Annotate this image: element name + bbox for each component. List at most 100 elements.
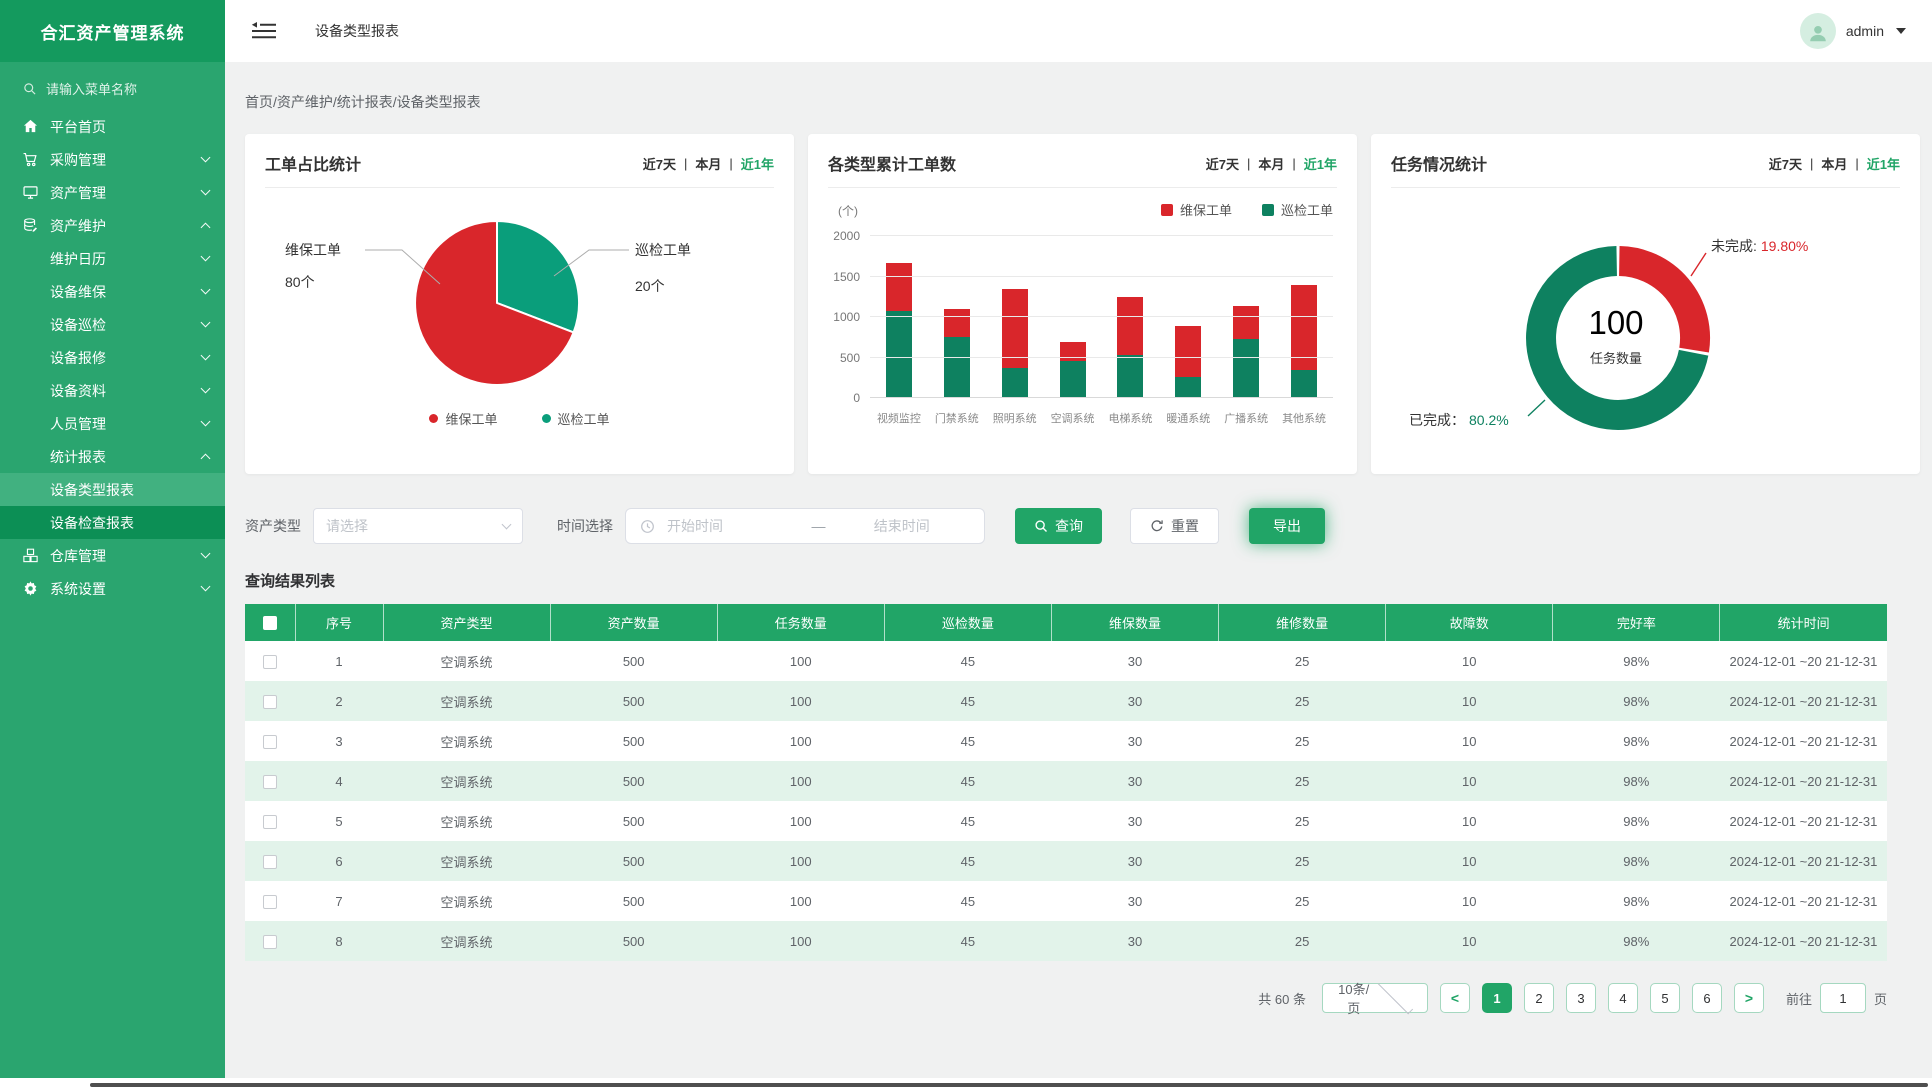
legend-item[interactable]: 维保工单 xyxy=(429,409,498,428)
legend-item[interactable]: 巡检工单 xyxy=(541,409,610,428)
sidebar-item[interactable]: 资产维护 xyxy=(0,209,225,242)
filter-separator: | xyxy=(1292,155,1296,171)
row-checkbox[interactable] xyxy=(263,814,277,829)
search-button[interactable]: 查询 xyxy=(1015,508,1102,544)
monitor-icon xyxy=(22,184,39,201)
sidebar-item[interactable]: 平台首页 xyxy=(0,110,225,143)
page-button-3[interactable]: 3 xyxy=(1565,983,1596,1013)
date-range-input[interactable]: 开始时间 — 结束时间 xyxy=(625,508,985,544)
end-date-placeholder: 结束时间 xyxy=(873,518,930,534)
row-checkbox[interactable] xyxy=(263,774,277,789)
cell: 98% xyxy=(1552,761,1720,801)
row-checkbox[interactable] xyxy=(263,854,277,869)
time-filter-group: 近7天 | 本月 | 近1年 xyxy=(1206,154,1337,173)
bar-5[interactable] xyxy=(1117,236,1144,398)
row-checkbox[interactable] xyxy=(263,734,277,749)
cell: 100 xyxy=(789,653,812,669)
bar-7[interactable] xyxy=(1233,236,1260,398)
asset-type-select[interactable]: 请选择 xyxy=(313,508,523,544)
horizontal-scrollbar xyxy=(0,1078,1932,1092)
row-checkbox[interactable] xyxy=(263,654,277,669)
page-button-5[interactable]: 5 xyxy=(1649,983,1680,1013)
sidebar-item[interactable]: 维护日历 xyxy=(0,242,225,275)
x-tick-label: 门禁系统 xyxy=(934,413,979,425)
prev-page-button[interactable]: < xyxy=(1439,983,1470,1013)
x-tick-label: 广播系统 xyxy=(1224,413,1269,425)
range-separator: — xyxy=(811,518,826,534)
cell: 45 xyxy=(884,841,1052,881)
tab-device-type-report[interactable]: 设备类型报表 xyxy=(315,23,399,39)
row-checkbox[interactable] xyxy=(263,694,277,709)
sidebar-item-label: 设备类型报表 xyxy=(50,481,134,498)
y-tick-label: 2000 xyxy=(833,229,860,243)
sidebar-item-label: 设备维保 xyxy=(50,283,106,300)
asset-type-label: 资产类型 xyxy=(245,518,301,534)
sidebar-item[interactable]: 设备维保 xyxy=(0,275,225,308)
cell: 98% xyxy=(1623,733,1650,749)
legend-item[interactable]: 维保工单 xyxy=(1160,200,1232,219)
time-filter-3[interactable]: 近1年 xyxy=(1866,156,1900,172)
page-button-4[interactable]: 4 xyxy=(1607,983,1638,1013)
cell: 25 xyxy=(1294,653,1310,669)
time-filter-1[interactable]: 近7天 xyxy=(1768,156,1802,172)
filter-separator: | xyxy=(1855,155,1859,171)
page-button-1[interactable]: 1 xyxy=(1481,983,1512,1013)
table-row: 1 空调系统 500 100 45 30 25 10 98% 2024-12-01 ~20 21-… xyxy=(245,641,1887,681)
sidebar-item[interactable]: 统计报表 xyxy=(0,440,225,473)
bar-1[interactable] xyxy=(885,236,912,398)
goto-page-input[interactable] xyxy=(1819,983,1866,1013)
sidebar-item-label: 人员管理 xyxy=(50,415,106,432)
reset-button[interactable]: 重置 xyxy=(1130,508,1219,544)
sidebar-item[interactable]: 设备报修 xyxy=(0,341,225,374)
column-header: 巡检数量 xyxy=(884,604,1052,641)
scrollbar-thumb[interactable] xyxy=(90,1083,1928,1087)
sidebar-item[interactable]: 仓库管理 xyxy=(0,539,225,572)
page-button-6[interactable]: 6 xyxy=(1691,983,1722,1013)
time-filter-3[interactable]: 近1年 xyxy=(740,156,774,172)
bar-8[interactable] xyxy=(1291,236,1318,398)
sidebar-item[interactable]: 系统设置 xyxy=(0,572,225,605)
sidebar-item[interactable]: 资产管理 xyxy=(0,176,225,209)
select-all-checkbox[interactable] xyxy=(262,616,277,631)
sidebar-item[interactable]: 设备检查报表 xyxy=(0,506,225,539)
next-page-button[interactable]: > xyxy=(1733,983,1764,1013)
sidebar-item[interactable]: 设备资料 xyxy=(0,374,225,407)
legend-label: 维保工单 xyxy=(445,412,498,427)
page-size-select[interactable]: 10条/页 xyxy=(1321,978,1428,1016)
user-menu[interactable]: admin xyxy=(1799,13,1906,49)
row-checkbox-cell xyxy=(245,681,295,721)
export-button[interactable]: 导出 xyxy=(1249,508,1325,544)
bar-6[interactable] xyxy=(1175,236,1202,398)
user-name: admin xyxy=(1845,23,1884,39)
page-button-2[interactable]: 2 xyxy=(1523,983,1554,1013)
table-row: 5 空调系统 500 100 45 30 25 10 98% 2024-12-01 ~20 21-… xyxy=(245,801,1887,841)
cell: 10 xyxy=(1461,733,1477,749)
time-filter-2[interactable]: 本月 xyxy=(1821,156,1848,172)
time-filter-3[interactable]: 近1年 xyxy=(1303,156,1337,172)
bar-4[interactable] xyxy=(1059,236,1086,398)
sidebar-item[interactable]: 设备巡检 xyxy=(0,308,225,341)
time-filter-2[interactable]: 本月 xyxy=(695,156,722,172)
sidebar-item[interactable]: 采购管理 xyxy=(0,143,225,176)
cell: 100 xyxy=(789,813,812,829)
time-filter-2[interactable]: 本月 xyxy=(1258,156,1285,172)
row-checkbox[interactable] xyxy=(263,934,277,949)
sidebar-item[interactable]: 人员管理 xyxy=(0,407,225,440)
sidebar-search-input[interactable]: 请输入菜单名称 xyxy=(0,66,225,110)
legend-item[interactable]: 巡检工单 xyxy=(1261,200,1333,219)
bar-3[interactable] xyxy=(1001,236,1028,398)
time-filter-1[interactable]: 近7天 xyxy=(1205,156,1239,172)
table-row: 6 空调系统 500 100 45 30 25 10 98% 2024-12-01 ~20 21-… xyxy=(245,841,1887,881)
cell: 空调系统 xyxy=(383,761,551,801)
time-filter-1[interactable]: 近7天 xyxy=(642,156,676,172)
bar-2[interactable] xyxy=(943,236,970,398)
cell: 10 xyxy=(1461,893,1477,909)
boxes-icon xyxy=(22,547,39,564)
row-checkbox[interactable] xyxy=(263,894,277,909)
column-header: 维修数量 xyxy=(1218,604,1387,641)
collapse-sidebar-icon[interactable] xyxy=(251,21,277,41)
card-title: 工单占比统计 xyxy=(265,157,362,174)
table-row: 3 空调系统 500 100 45 30 25 10 98% 2024-12-01 ~20 21-… xyxy=(245,721,1887,761)
column-header: 统计时间 xyxy=(1719,604,1887,641)
sidebar-item[interactable]: 设备类型报表 xyxy=(0,473,225,506)
